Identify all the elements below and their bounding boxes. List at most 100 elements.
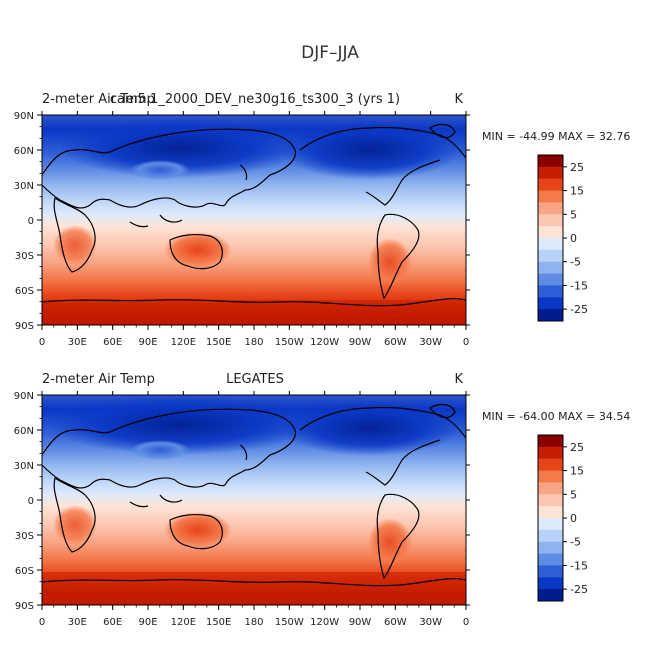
x-tick-label: 120E [171,617,196,628]
panel-bottom-cold-america [280,400,460,456]
colorbar-swatch [538,518,563,531]
panel-bottom-y-axis: 90N 60N 30N 0 30S 60S 90S [14,391,470,612]
colorbar-swatch [538,494,563,507]
panel-bottom-colorbar: 25 15 5 0 -5 -15 -25 [537,434,588,602]
colorbar-swatch [538,238,563,251]
colorbar-label: 0 [570,232,577,245]
colorbar-swatch [538,309,563,322]
y-tick-label: 90S [15,321,34,332]
y-tick-label: 60N [14,146,34,157]
colorbar-label: 5 [570,488,577,501]
y-tick-label: 30S [15,531,34,542]
x-tick-label: 30E [68,617,87,628]
x-tick-label: 90E [138,617,157,628]
colorbar-label: 25 [570,441,584,454]
colorbar-swatch [538,190,563,203]
colorbar-swatch [538,577,563,590]
colorbar-label: 0 [570,512,577,525]
panel-top-y-axis: 90N 60N 30N 0 30S 60S 90S [14,111,470,332]
panel-top-warm-samerica [368,238,412,286]
colorbar-swatch [538,541,563,555]
panel-bottom-title-center: LEGATES [226,372,284,387]
panel-bottom-coastlines [41,403,467,587]
colorbar-swatch [538,226,563,239]
panel-top-title-center: cam5.1_2000_DEV_ne30g16_ts300_3 (yrs 1) [110,92,400,107]
colorbar-swatch [538,482,563,495]
colorbar-swatch [538,178,563,192]
panel-bottom-map [41,394,467,606]
colorbar-swatch [538,506,563,519]
x-tick-label: 60W [384,337,407,348]
y-tick-label: 60S [15,286,34,297]
colorbar-swatch [538,273,563,286]
panel-top-colorbar: 25 15 5 0 -5 -15 -25 [537,154,588,322]
panel-top-x-axis: 0 30E 60E 90E 120E 150E 180 150W 120W 90W 60W 30W 0 [39,111,469,348]
colorbar-label: -25 [570,583,588,596]
x-tick-label: 150E [206,337,231,348]
panel-top: 2-meter Air Temp cam5.1_2000_DEV_ne30g16… [14,92,631,348]
panel-top-stats: MIN = -44.99 MAX = 32.76 [482,130,630,143]
x-tick-label: 30W [419,337,442,348]
y-tick-label: 0 [28,216,34,227]
x-tick-label: 120W [310,617,339,628]
colorbar-swatch [538,166,563,180]
y-tick-label: 90N [14,391,34,402]
panel-top-title-left: 2-meter Air Temp [42,92,155,107]
colorbar-swatch [538,155,563,168]
colorbar-label: -5 [570,536,581,549]
x-tick-label: 90E [138,337,157,348]
x-tick-label: 0 [463,337,469,348]
colorbar-swatch [538,297,563,310]
x-tick-label: 150E [206,617,231,628]
colorbar-swatch [538,589,563,602]
colorbar-swatch [538,435,563,448]
y-tick-label: 0 [28,496,34,507]
panel-bottom-title-left: 2-meter Air Temp [42,372,155,387]
x-tick-label: 0 [39,617,45,628]
x-tick-label: 60W [384,617,407,628]
y-tick-label: 60N [14,426,34,437]
colorbar-swatch [538,446,563,460]
y-tick-label: 30N [14,181,34,192]
colorbar-label: -5 [570,256,581,269]
panel-bottom-cold-tibet [130,440,190,460]
colorbar-swatch [538,261,563,275]
panel-top-map [41,114,467,326]
colorbar-swatch [538,553,563,566]
x-tick-label: 0 [463,617,469,628]
panel-top-cold-america [280,120,460,180]
x-tick-label: 90W [349,617,372,628]
x-tick-label: 120E [171,337,196,348]
colorbar-label: -15 [570,279,588,292]
x-tick-label: 150W [275,617,304,628]
x-tick-label: 60E [103,617,122,628]
x-tick-label: 0 [39,337,45,348]
colorbar-label: 15 [570,185,584,198]
colorbar-swatch [538,565,563,578]
y-tick-label: 90N [14,111,34,122]
panel-bottom-x-axis: 0 30E 60E 90E 120E 150E 180 150W 120W 90W 60W 30W 0 [39,391,469,628]
panel-top-cold-tibet [130,160,190,180]
colorbar-swatch [538,458,563,472]
page-title: DJF–JJA [301,43,359,63]
x-tick-label: 30E [68,337,87,348]
panel-bottom-stats: MIN = -64.00 MAX = 34.54 [482,410,630,423]
colorbar-label: 15 [570,465,584,478]
panel-bottom-warm-australia [164,512,232,548]
x-tick-label: 180 [244,337,263,348]
x-tick-label: 180 [244,617,263,628]
panel-bottom: 2-meter Air Temp LEGATES K MIN = -64.00 … [14,372,631,628]
y-tick-label: 30N [14,461,34,472]
colorbar-swatch [538,202,563,215]
colorbar-label: 25 [570,161,584,174]
colorbar-swatch [538,285,563,298]
panel-top-units: K [454,92,463,107]
panel-bottom-units: K [454,372,463,387]
colorbar-swatch [538,470,563,483]
panel-top-antarctic-band [42,300,466,325]
colorbar-label: 5 [570,208,577,221]
x-tick-label: 120W [310,337,339,348]
colorbar-swatch [538,214,563,227]
colorbar-label: -15 [570,559,588,572]
colorbar-label: -25 [570,303,588,316]
